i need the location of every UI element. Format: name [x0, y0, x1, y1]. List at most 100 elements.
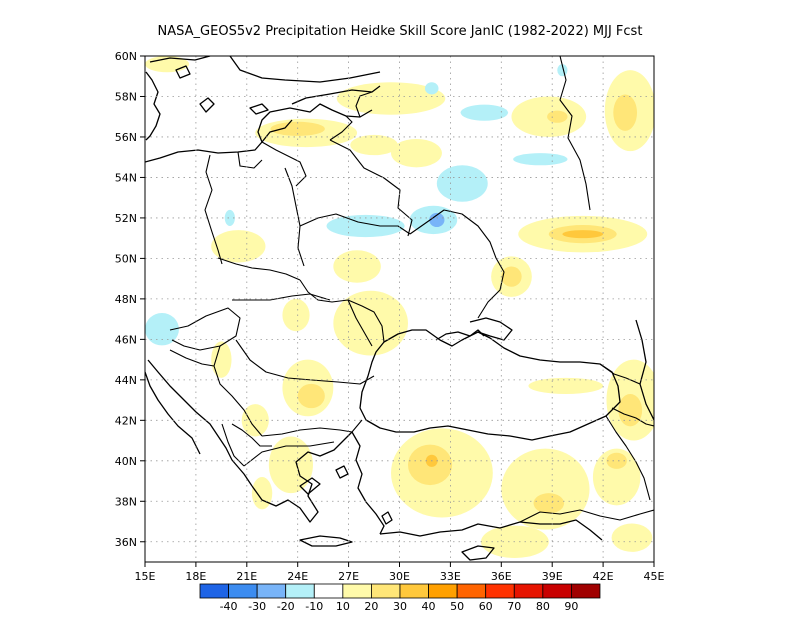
coastlines-and-borders: [145, 56, 654, 561]
border-turkey-syria: [519, 509, 654, 523]
crete-island: [299, 535, 353, 547]
saaremaa-island: [249, 103, 269, 115]
skill-region-43: [145, 313, 179, 346]
euboea-island: [299, 477, 321, 495]
skill-region-19: [211, 341, 232, 378]
cyprus-island: [461, 545, 495, 561]
skill-region-12: [562, 230, 604, 239]
skill-shading: [145, 56, 654, 558]
lat-tick-label: 54N: [115, 171, 137, 184]
colorbar-label: 40: [422, 600, 436, 613]
colorbar-labels: -40 -30 -20 -10 10 20 30 40 50 60 70 80 90: [220, 600, 579, 613]
skill-region-25: [528, 377, 604, 395]
sweden-east-coast: [145, 71, 161, 141]
skill-region-41: [460, 104, 509, 121]
lon-tick-label: 36E: [491, 570, 512, 583]
colorbar-swatch: [199, 583, 229, 599]
lat-tick-label: 38N: [115, 495, 137, 508]
colorbar-label: -10: [305, 600, 323, 613]
skill-region-0: [145, 56, 190, 73]
skill-region-5: [547, 110, 568, 123]
border-lithuania-belarus: [261, 141, 307, 187]
lat-tick-label: 50N: [115, 252, 137, 265]
colorbar-label: 20: [364, 600, 378, 613]
axis-ticks: [140, 55, 655, 567]
colorbar-label: -30: [248, 600, 266, 613]
lat-tick-label: 48N: [115, 293, 137, 306]
estonia-coast: [291, 85, 381, 105]
border-romania-north: [232, 293, 331, 301]
colorbar-swatch: [513, 583, 544, 599]
lon-tick-label: 39E: [542, 570, 563, 583]
scandinavia-south-coast: [149, 56, 211, 63]
greece-coast: [251, 431, 353, 523]
lat-tick-label: 60N: [115, 50, 137, 63]
skill-region-24: [618, 394, 643, 427]
italy-coast: [145, 371, 201, 455]
skill-region-18: [282, 298, 310, 332]
lat-tick-label: 36N: [115, 536, 137, 549]
skill-region-9: [391, 138, 442, 168]
colorbar-label: 50: [450, 600, 464, 613]
colorbar-label: 90: [564, 600, 578, 613]
lon-tick-label: 33E: [440, 570, 461, 583]
colorbar-swatch: [571, 583, 601, 599]
lesbos-island: [335, 465, 349, 479]
skill-region-21: [297, 383, 325, 409]
lon-tick-label: 30E: [389, 570, 410, 583]
colorbar-swatch: [256, 583, 287, 599]
adriatic-east-coast: [147, 359, 253, 487]
skill-region-14: [501, 266, 522, 287]
colorbar-label: 60: [479, 600, 493, 613]
latitude-labels: 60N 58N 56N 54N 52N 50N 48N 46N 44N 42N 40N 38N 36N: [115, 50, 137, 549]
skill-region-39: [429, 212, 445, 228]
skill-region-1: [336, 82, 446, 115]
skill-region-16: [333, 250, 381, 283]
skill-region-32: [606, 452, 627, 469]
skill-region-42: [513, 153, 568, 166]
border-croatia-bosnia: [169, 349, 215, 367]
lat-tick-label: 56N: [115, 131, 137, 144]
longitude-labels: 15E 18E 21E 24E 27E 30E 33E 36E 39E 42E 45E: [135, 570, 665, 583]
skill-region-44: [224, 209, 235, 227]
lon-tick-label: 18E: [185, 570, 206, 583]
border-moldova: [347, 299, 373, 347]
colorbar-swatch: [228, 583, 258, 599]
border-turkey-east: [611, 407, 654, 427]
lat-tick-label: 42N: [115, 414, 137, 427]
border-poland-south: [217, 257, 301, 281]
sea-of-azov: [469, 317, 513, 341]
skill-region-40: [436, 165, 488, 202]
lat-tick-label: 44N: [115, 374, 137, 387]
colorbar-swatch: [285, 583, 315, 599]
skill-region-7: [613, 94, 638, 131]
gotland-island: [199, 97, 215, 113]
skill-region-30: [533, 493, 565, 514]
turkey-south-coast: [379, 519, 603, 541]
colorbar-swatch: [542, 583, 572, 599]
graticule: [145, 56, 654, 562]
skill-region-45: [424, 82, 439, 95]
colorbar-swatch: [399, 583, 429, 599]
lat-tick-label: 58N: [115, 90, 137, 103]
turkey-west-coast: [351, 431, 385, 535]
colorbar-swatch: [456, 583, 487, 599]
border-north-macedonia: [231, 423, 272, 447]
colorbar-swatch: [371, 583, 401, 599]
border-belarus-ukraine: [299, 213, 411, 235]
colorbar-swatch: [485, 583, 515, 599]
lat-tick-label: 46N: [115, 333, 137, 346]
gulf-of-finland-north: [229, 56, 381, 83]
crimea-peninsula: [435, 329, 485, 341]
skill-region-31: [592, 448, 641, 506]
aland-islands: [175, 65, 191, 79]
lon-tick-label: 42E: [593, 570, 614, 583]
colorbar-label: 80: [536, 600, 550, 613]
lat-tick-label: 40N: [115, 455, 137, 468]
skill-region-8: [350, 134, 398, 156]
border-estonia-russia: [355, 91, 373, 118]
colorbar-label: 70: [507, 600, 521, 613]
map-title: NASA_GEOS5v2 Precipitation Heidke Skill …: [158, 24, 643, 39]
skill-region-37: [326, 214, 405, 238]
